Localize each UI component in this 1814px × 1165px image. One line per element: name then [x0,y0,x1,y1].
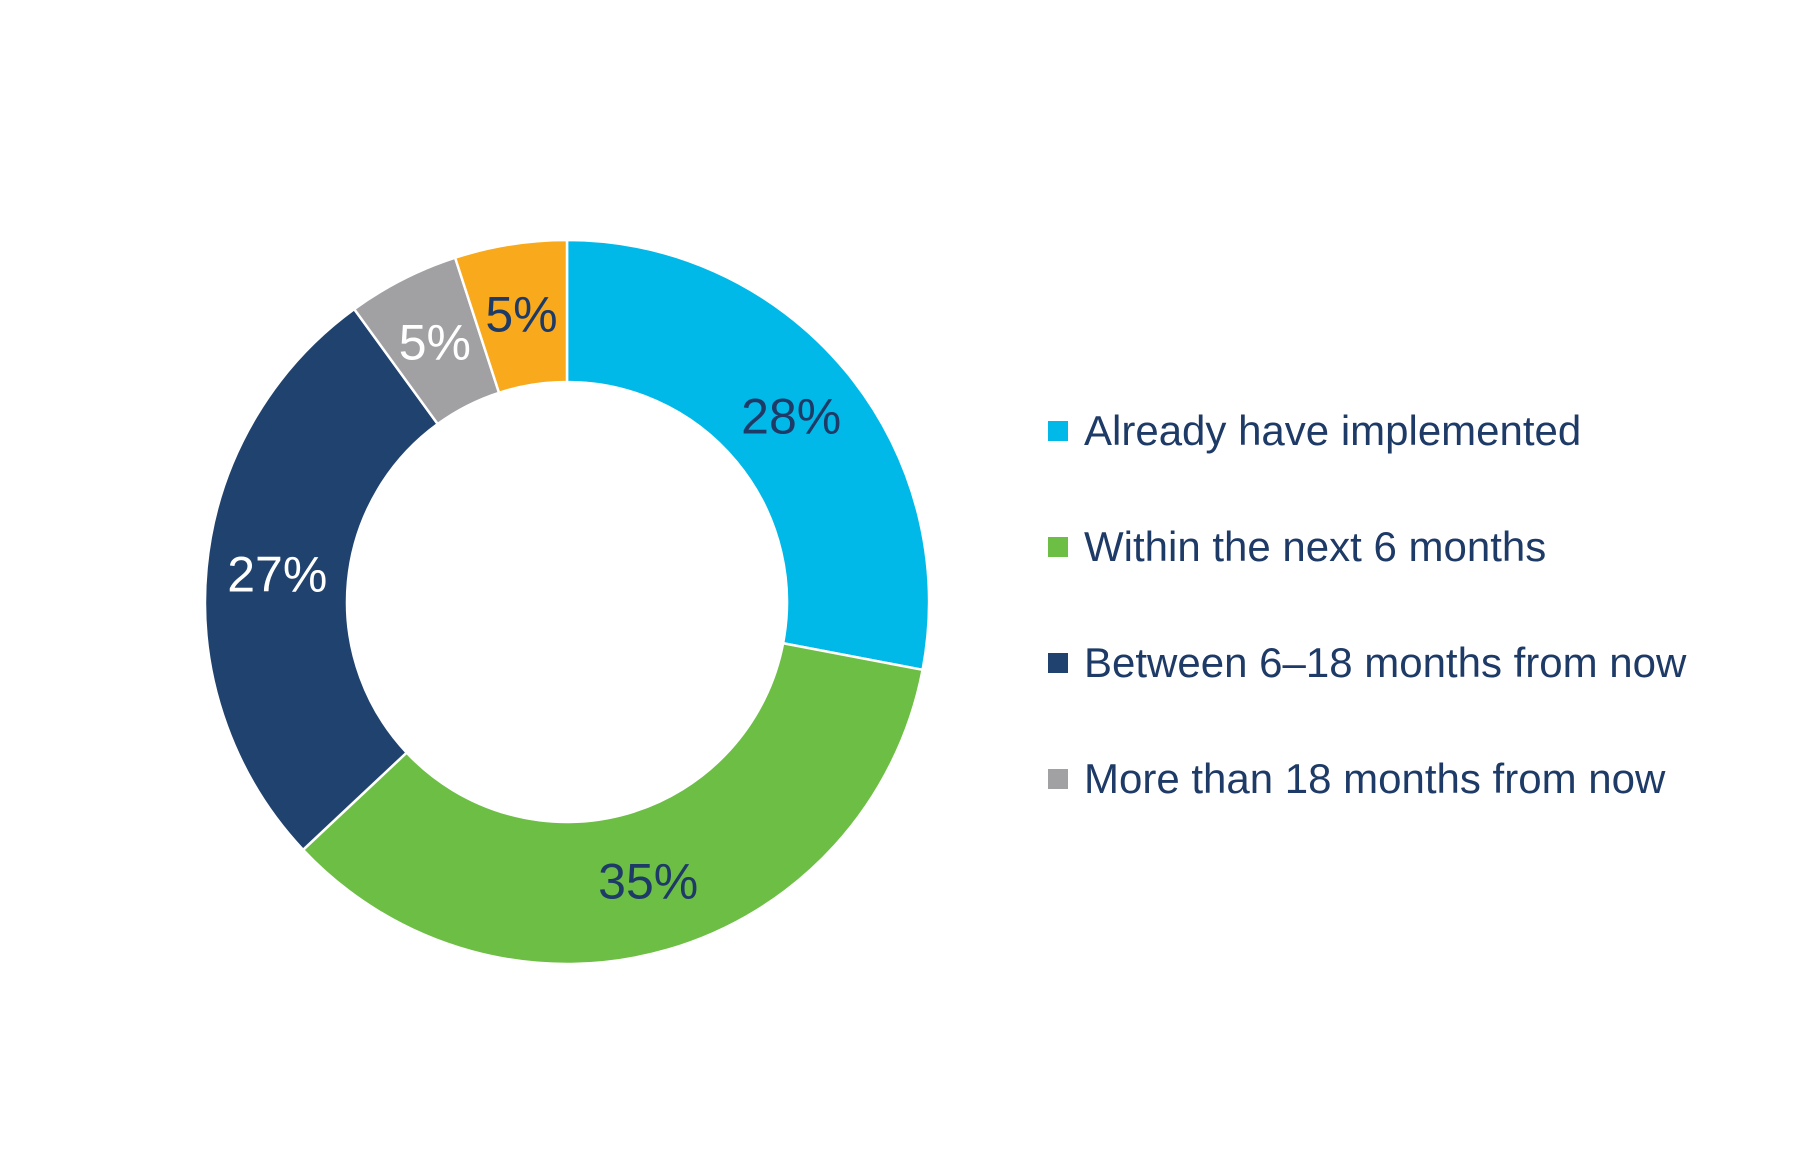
donut-slice-2 [203,307,440,852]
slice-label-0: 28% [741,389,841,445]
legend-item-1: Within the next 6 months [1048,489,1686,605]
slice-label-1: 35% [598,853,698,909]
legend-swatch-2 [1048,653,1068,673]
slice-label-3: 5% [399,315,471,371]
legend-item-2: Between 6–18 months from now [1048,605,1686,721]
legend: Already have implemented Within the next … [1048,373,1686,837]
legend-label-3: More than 18 months from now [1084,755,1666,802]
slice-label-2: 27% [227,547,327,603]
legend-label-2: Between 6–18 months from now [1084,639,1687,686]
slice-label-4: 5% [485,287,557,343]
donut-slice-1 [301,641,925,966]
donut-slice-labels: 28% 35% 27% 5%5% [227,287,841,910]
legend-label-1: Within the next 6 months [1084,523,1547,570]
legend-item-3: More than 18 months from now [1048,721,1686,837]
legend-item-0: Already have implemented [1048,373,1686,489]
legend-swatch-3 [1048,769,1068,789]
donut-slices [203,238,931,966]
legend-label-0: Already have implemented [1084,407,1582,454]
legend-swatch-0 [1048,421,1068,441]
donut-slice-4 [453,238,569,395]
legend-swatch-1 [1048,537,1068,557]
donut-slice-0 [565,238,931,672]
